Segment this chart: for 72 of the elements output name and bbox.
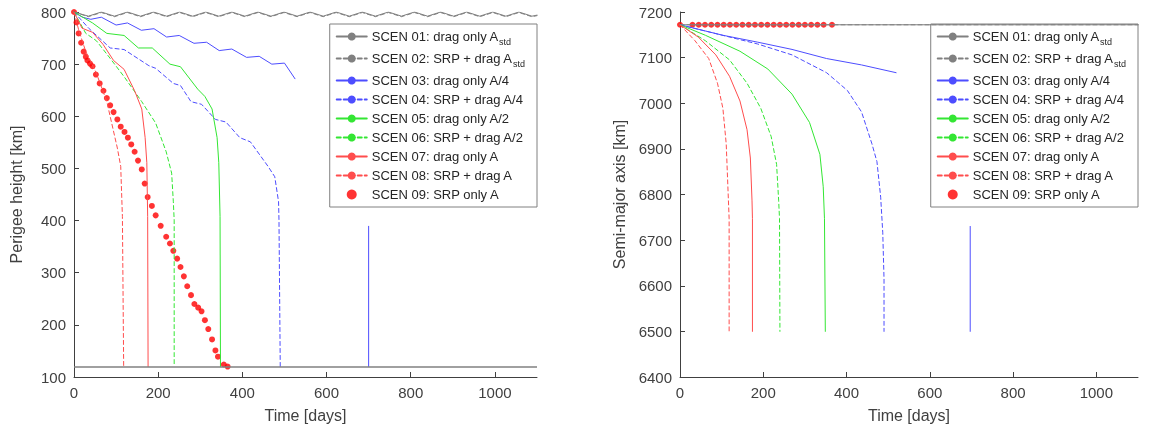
point [157, 222, 164, 229]
y-tick-label: 6600 [638, 277, 672, 295]
y-tick-label: 300 [40, 264, 66, 282]
point [121, 128, 128, 135]
point [163, 233, 170, 240]
point [184, 283, 191, 290]
legend-label: SCEN 05: drag only A/2 [371, 111, 510, 126]
x-axis-title: Time [days] [867, 406, 951, 424]
y-axis-title: Semi-major axis [km] [611, 119, 629, 270]
legend-label: SCEN 05: drag only A/2 [972, 111, 1111, 126]
y-tick-label: 6700 [638, 231, 672, 249]
legend-label: SCEN 09: SRP only A [972, 187, 1100, 202]
x-tick-label: 800 [398, 384, 424, 401]
point [174, 255, 181, 262]
point [166, 240, 173, 247]
point [148, 202, 155, 209]
point [152, 212, 159, 219]
point [134, 157, 141, 164]
point [124, 134, 131, 141]
x-tick-label: 0 [675, 384, 685, 401]
point [117, 123, 124, 130]
legend-label: SCEN 08: SRP + drag A [371, 168, 513, 183]
legend-label: SCEN 07: drag only A [972, 149, 1100, 164]
x-tick-label: 200 [145, 384, 171, 401]
point [188, 292, 195, 299]
y-tick-label: 800 [40, 3, 66, 21]
x-tick-label: 600 [314, 384, 340, 401]
legend-label: SCEN 07: drag only A [371, 149, 499, 164]
point [131, 148, 138, 155]
legend-label: SCEN 04: SRP + drag A/4 [371, 92, 523, 107]
legend-label: SCEN 03: drag only A/4 [972, 73, 1111, 88]
point [212, 347, 219, 354]
legend-label: SCEN 03: drag only A/4 [371, 73, 510, 88]
x-tick-label: 400 [229, 384, 255, 401]
point [180, 273, 187, 280]
point [114, 116, 121, 123]
x-tick-label: 600 [917, 384, 943, 401]
point [195, 304, 202, 311]
y-tick-label: 200 [40, 316, 66, 334]
y-tick-label: 6400 [638, 368, 672, 386]
legend-label: SCEN 06: SRP + drag A/2 [371, 130, 523, 145]
point [209, 336, 216, 343]
point [198, 308, 205, 315]
y-axis-title: Perigee height [km] [7, 125, 25, 264]
y-tick-label: 7200 [638, 3, 672, 21]
point [201, 317, 208, 324]
legend-label: SCEN 06: SRP + drag A/2 [972, 130, 1124, 145]
y-tick-label: 7000 [638, 94, 672, 112]
y-tick-label: 700 [40, 55, 66, 73]
y-tick-label: 400 [40, 212, 66, 230]
x-tick-label: 400 [834, 384, 860, 401]
point [205, 326, 212, 333]
y-tick-label: 600 [40, 107, 66, 125]
y-tick-label: 100 [40, 368, 66, 386]
point [128, 141, 135, 148]
x-tick-label: 800 [1000, 384, 1026, 401]
point [110, 109, 117, 116]
legend-label: SCEN 09: SRP only A [371, 187, 499, 202]
point [138, 166, 145, 173]
x-tick-label: 0 [69, 384, 79, 401]
legend-label: SCEN 08: SRP + drag A [972, 168, 1114, 183]
y-tick-label: 6500 [638, 322, 672, 340]
x-tick-label: 200 [750, 384, 776, 401]
x-tick-label: 1000 [478, 384, 512, 401]
x-axis-title: Time [days] [264, 406, 347, 424]
x-tick-label: 1000 [1079, 384, 1114, 401]
y-tick-label: 6900 [638, 140, 672, 158]
y-tick-label: 6800 [638, 186, 672, 203]
point [177, 263, 184, 270]
y-tick-label: 500 [40, 159, 66, 177]
legend-label: SCEN 04: SRP + drag A/4 [972, 92, 1124, 107]
y-tick-label: 7100 [638, 49, 672, 67]
